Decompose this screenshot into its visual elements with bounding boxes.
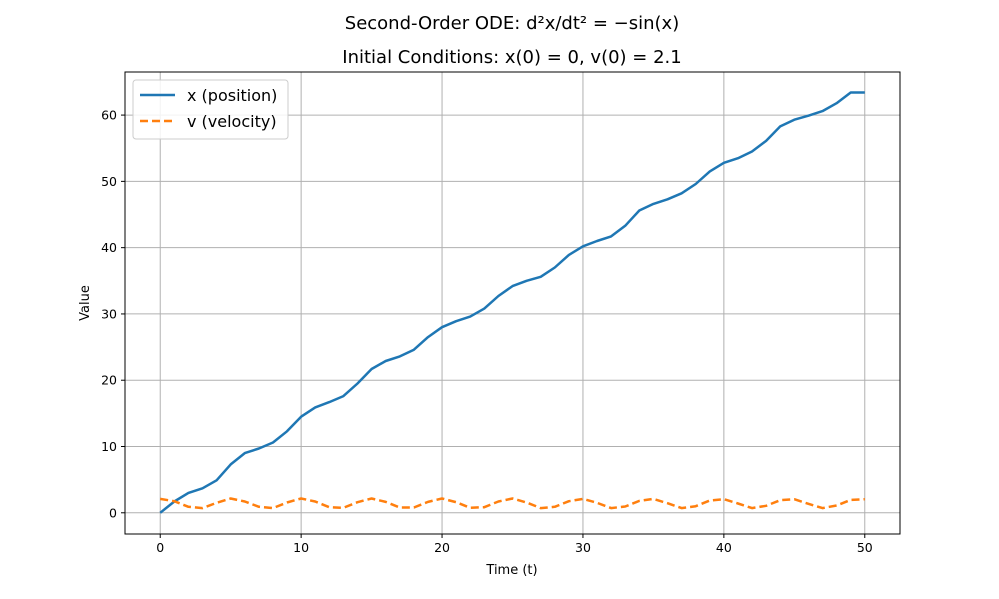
chart-title-line-1: Second-Order ODE: d²x/dt² = −sin(x) — [345, 13, 679, 34]
series-line-velocity — [159, 497, 865, 510]
plot-frame — [124, 71, 901, 535]
series-layer — [159, 91, 865, 514]
y-tick-label: 50 — [101, 174, 117, 189]
x-tick-label: 40 — [716, 540, 732, 555]
ticks: 0 10 20 30 40 50 0 10 20 30 40 50 60 — [101, 108, 873, 555]
y-tick-label: 40 — [101, 240, 117, 255]
plot-area — [125, 72, 900, 534]
chart-title-line-2: Initial Conditions: x(0) = 0, v(0) = 2.1 — [342, 47, 681, 68]
x-tick-label: 0 — [156, 540, 164, 555]
legend: x (position) v (velocity) — [132, 79, 289, 140]
grid — [125, 72, 900, 534]
x-tick-label: 20 — [434, 540, 450, 555]
y-tick-label: 0 — [109, 505, 117, 520]
series-line-position — [159, 91, 865, 514]
y-tick-label: 30 — [101, 306, 117, 321]
y-tick-label: 20 — [101, 373, 117, 388]
x-tick-label: 30 — [575, 540, 591, 555]
y-tick-label: 60 — [101, 108, 117, 123]
x-tick-label: 10 — [293, 540, 309, 555]
x-tick-label: 50 — [857, 540, 873, 555]
x-axis-label: Time (t) — [485, 563, 537, 578]
legend-label-position: x (position) — [187, 86, 277, 105]
y-axis-label: Value — [78, 285, 93, 321]
legend-label-velocity: v (velocity) — [187, 112, 277, 131]
y-tick-label: 10 — [101, 439, 117, 454]
